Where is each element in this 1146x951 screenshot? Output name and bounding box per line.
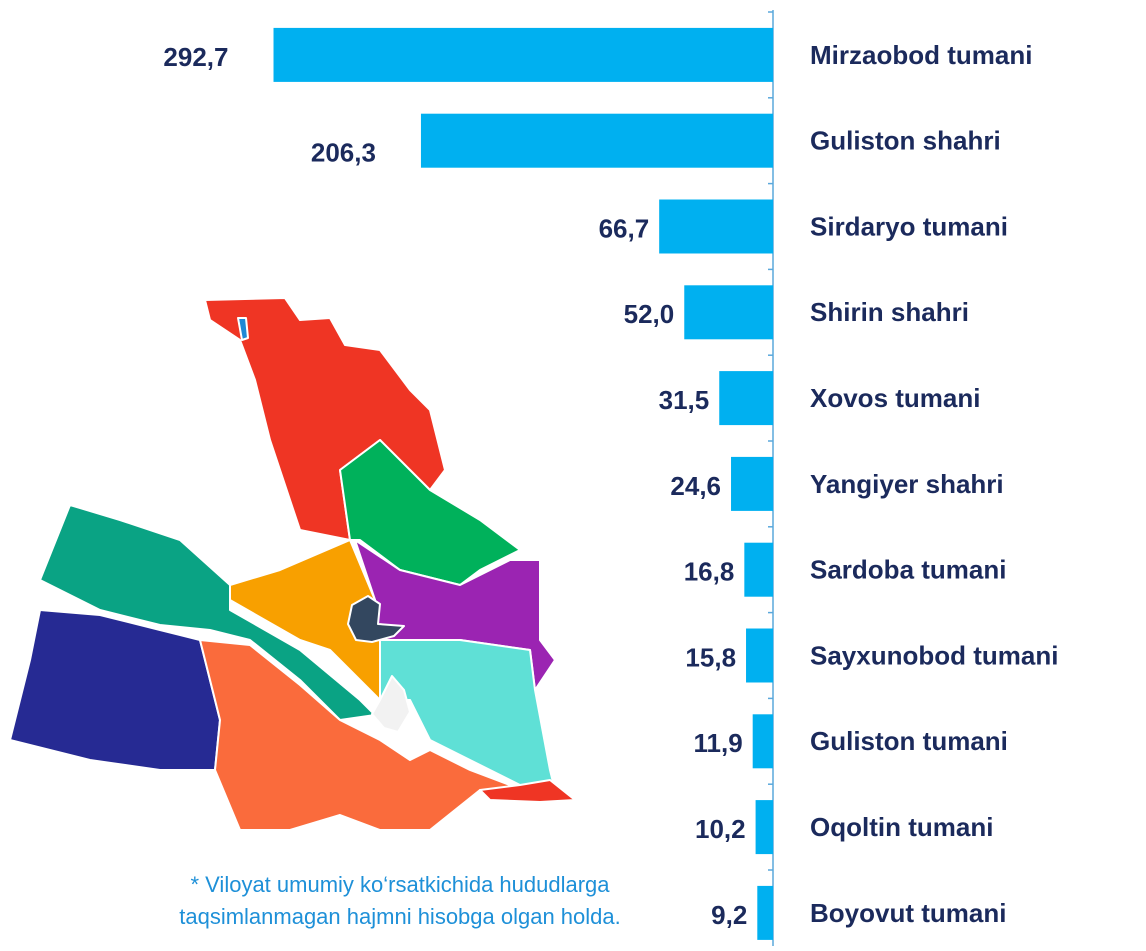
footnote: taqsimlanmagan hajmni hisobga olgan hold… xyxy=(179,904,621,929)
footnote: * Viloyat umumiy ko‘rsatkichida hududlar… xyxy=(190,872,610,897)
bar xyxy=(273,27,773,82)
category-label: Oqoltin tumani xyxy=(810,812,993,842)
category-label: Guliston tumani xyxy=(810,726,1008,756)
category-label: Yangiyer shahri xyxy=(810,469,1004,499)
category-label: Xovos tumani xyxy=(810,383,980,413)
data-label: 292,7 xyxy=(163,42,228,72)
category-label: Mirzaobod tumani xyxy=(810,40,1032,70)
category-label: Boyovut tumani xyxy=(810,898,1006,928)
bar xyxy=(755,800,773,855)
data-label: 16,8 xyxy=(684,557,735,587)
data-label: 10,2 xyxy=(695,814,746,844)
data-label: 11,9 xyxy=(694,728,743,758)
category-label: Guliston shahri xyxy=(810,126,1001,156)
data-label: 52,0 xyxy=(624,299,675,329)
bar xyxy=(731,456,773,511)
bar xyxy=(752,714,773,769)
bar xyxy=(659,199,773,254)
category-label: Sirdaryo tumani xyxy=(810,211,1008,241)
bar xyxy=(420,113,773,168)
map xyxy=(9,297,576,831)
data-label: 31,5 xyxy=(659,385,710,415)
category-label: Shirin shahri xyxy=(810,297,969,327)
data-label: 24,6 xyxy=(670,471,721,501)
data-label: 9,2 xyxy=(711,900,747,930)
bar xyxy=(757,885,773,940)
bar xyxy=(744,542,773,597)
bar xyxy=(746,628,773,683)
bar xyxy=(684,285,773,340)
category-label: Sayxunobod tumani xyxy=(810,640,1058,670)
data-label: 15,8 xyxy=(685,642,736,672)
bar xyxy=(719,371,773,426)
data-label: 66,7 xyxy=(599,213,650,243)
data-label: 206,3 xyxy=(311,138,376,168)
category-label: Sardoba tumani xyxy=(810,555,1006,585)
